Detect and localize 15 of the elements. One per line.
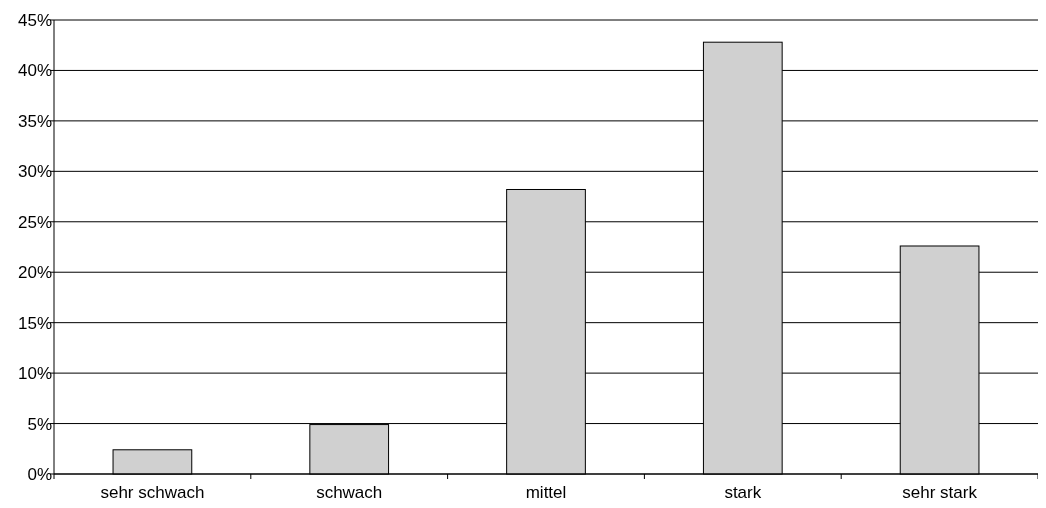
x-tick-label: stark [724, 483, 762, 502]
x-tick-label: schwach [316, 483, 383, 502]
y-tick-label: 40% [17, 61, 52, 81]
y-tick-label: 35% [17, 111, 52, 131]
y-tick-label: 0% [27, 464, 52, 484]
y-tick-label: 30% [17, 162, 52, 182]
y-tick-label: 45% [17, 10, 52, 30]
y-tick-label: 5% [27, 414, 52, 434]
y-tick-label: 20% [17, 263, 52, 283]
y-tick-label: 10% [17, 364, 52, 384]
x-tick-label: mittel [525, 483, 567, 502]
x-tick-label: sehr stark [902, 483, 978, 502]
y-tick-label: 15% [17, 313, 52, 333]
y-tick-label: 25% [17, 212, 52, 232]
x-tick-label: sehr schwach [100, 483, 205, 502]
